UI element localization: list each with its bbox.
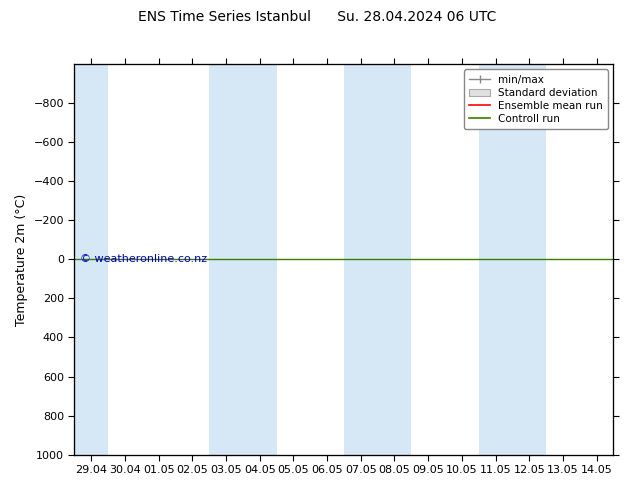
Bar	[209, 64, 276, 455]
Text: © weatheronline.co.nz: © weatheronline.co.nz	[80, 254, 207, 265]
Legend: min/max, Standard deviation, Ensemble mean run, Controll run: min/max, Standard deviation, Ensemble me…	[464, 70, 608, 129]
Bar	[479, 64, 546, 455]
Bar	[344, 64, 411, 455]
Y-axis label: Temperature 2m (°C): Temperature 2m (°C)	[15, 193, 28, 325]
Bar	[74, 64, 108, 455]
Text: ENS Time Series Istanbul      Su. 28.04.2024 06 UTC: ENS Time Series Istanbul Su. 28.04.2024 …	[138, 10, 496, 24]
